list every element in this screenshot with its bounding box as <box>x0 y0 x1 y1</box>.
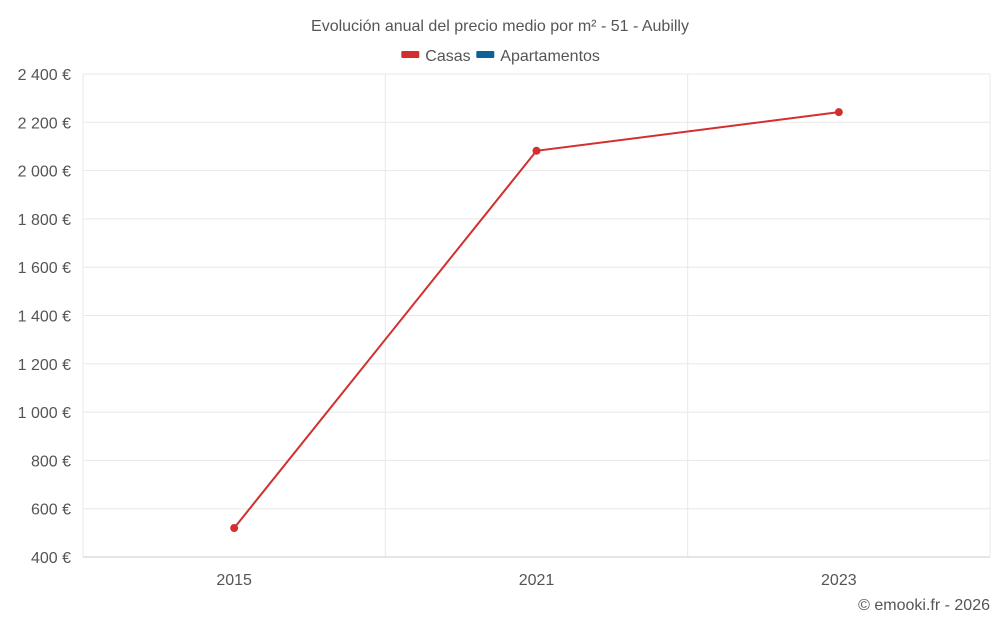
x-tick-label: 2021 <box>519 572 555 589</box>
y-tick-label: 1 000 € <box>18 405 71 422</box>
data-point[interactable] <box>834 108 843 117</box>
y-tick-label: 2 400 € <box>18 67 71 84</box>
chart-title: Evolución anual del precio medio por m² … <box>311 18 689 35</box>
y-gridlines <box>83 73 990 510</box>
data-point[interactable] <box>230 524 239 533</box>
x-gridlines <box>82 74 991 557</box>
y-tick-label: 1 400 € <box>18 309 71 326</box>
series-line <box>233 111 839 529</box>
y-tick-label: 800 € <box>31 453 71 470</box>
x-tick-label: 2015 <box>216 572 252 589</box>
legend-item-label[interactable]: Casas <box>425 48 470 65</box>
y-axis-tick-labels: 400 € 600 € 800 € 1 000 € 1 200 € 1 400 € 1 60… <box>18 67 71 567</box>
y-tick-label: 1 600 € <box>18 260 71 277</box>
y-tick-label: 2 200 € <box>18 115 71 132</box>
y-tick-label: 2 000 € <box>18 164 71 181</box>
legend-item-label[interactable]: Apartamentos <box>500 48 600 65</box>
data-point[interactable] <box>532 146 541 155</box>
credit-text: © emooki.fr - 2026 <box>858 597 990 614</box>
legend-swatch[interactable] <box>401 51 420 58</box>
x-tick-label: 2023 <box>821 572 857 589</box>
series-layer <box>230 108 843 533</box>
legend: Casas Apartamentos <box>401 48 600 65</box>
y-tick-label: 400 € <box>31 550 71 567</box>
y-tick-label: 1 800 € <box>18 212 71 229</box>
y-tick-label: 600 € <box>31 502 71 519</box>
legend-swatch[interactable] <box>476 51 495 58</box>
x-axis-tick-labels: 2015 2021 2023 <box>216 572 856 589</box>
y-tick-label: 1 200 € <box>18 357 71 374</box>
